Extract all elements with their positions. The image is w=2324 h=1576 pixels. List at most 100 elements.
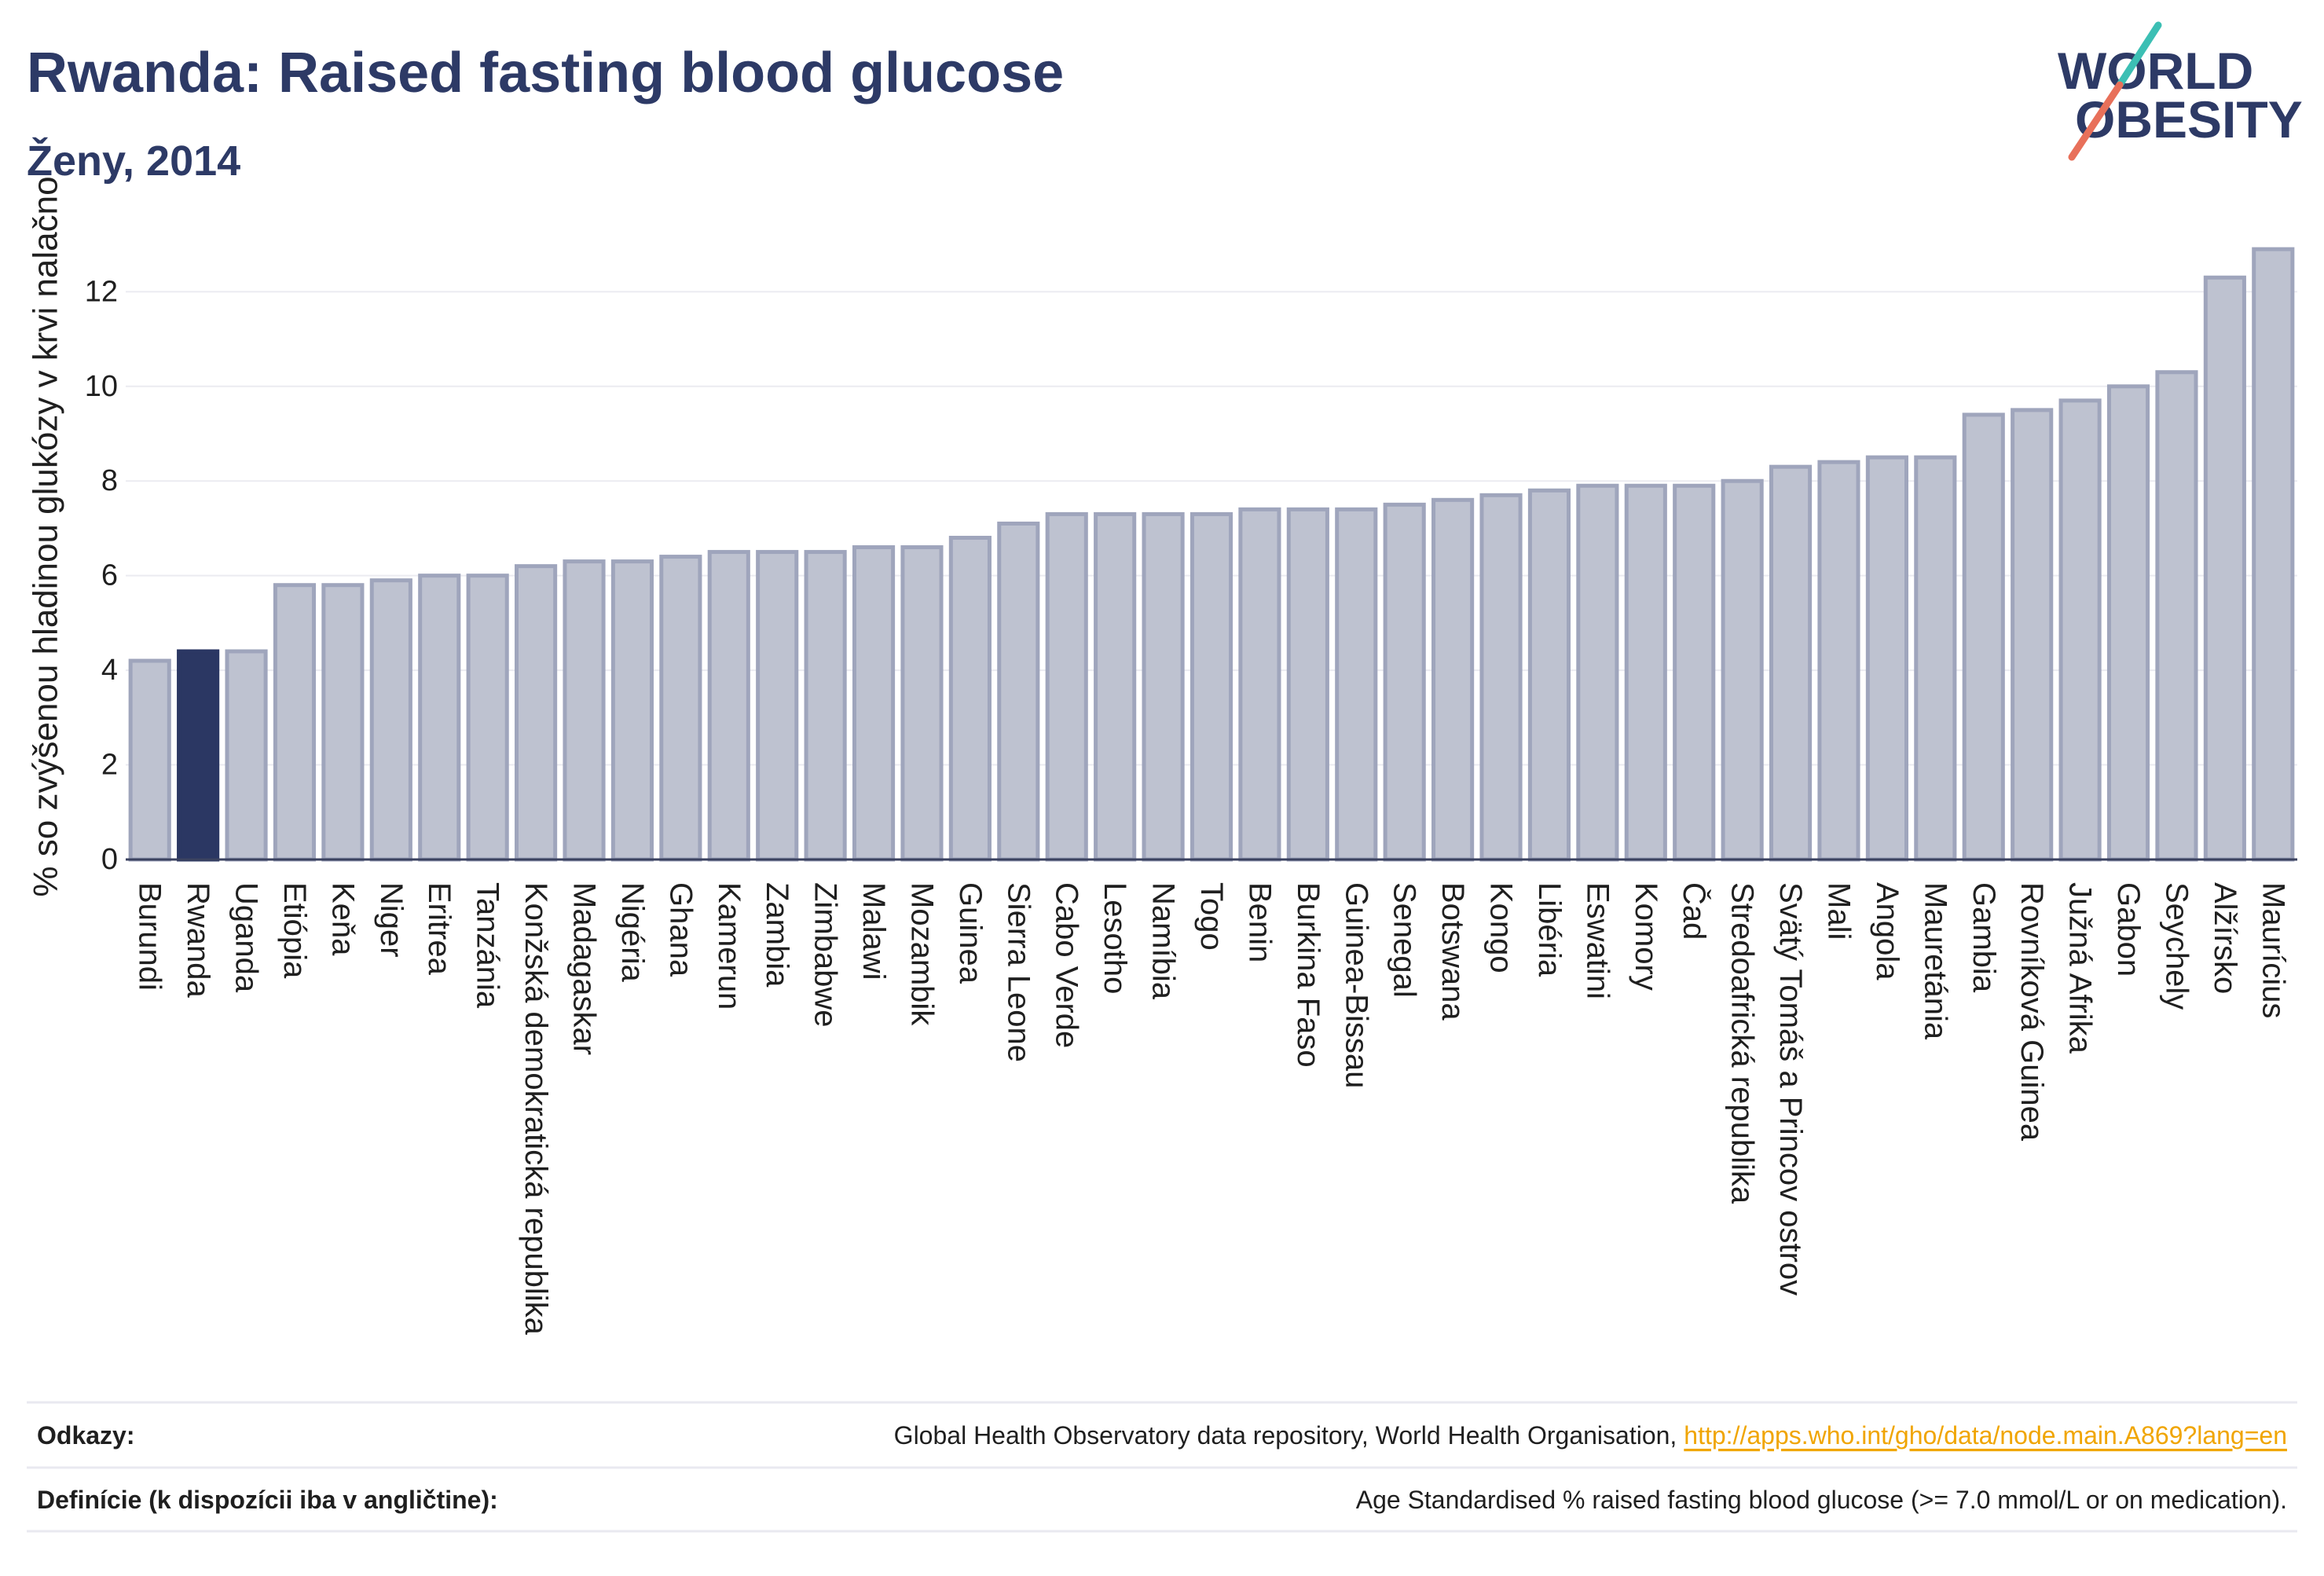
x-tick-label: Stredoafrická republika [1725, 882, 1760, 1204]
x-tick-label: Eswatini [1580, 882, 1615, 999]
bar [466, 574, 509, 862]
bar [1527, 488, 1571, 862]
x-tick-label: Maurícius [2256, 882, 2290, 1018]
bars [128, 247, 2295, 862]
bar [1817, 460, 1860, 862]
bar [1431, 497, 1475, 862]
bar [804, 550, 847, 862]
x-tick-label: Uganda [229, 882, 264, 993]
y-axis-ticks: 0 2 4 6 8 10 12 [85, 275, 118, 876]
definitions-label: Definície (k dispozícii iba v angličtine… [37, 1486, 498, 1514]
x-tick-label: Čad [1677, 882, 1712, 940]
chart-subtitle: Ženy, 2014 [27, 137, 240, 185]
bar [756, 550, 799, 862]
bar [2011, 408, 2054, 862]
bar [225, 649, 268, 862]
world-obesity-logo: WORLD OBESITY [2058, 21, 2303, 161]
bar [1286, 507, 1329, 862]
x-tick-label: Zimbabwe [808, 882, 843, 1028]
references-link[interactable]: http://apps.who.int/gho/data/node.main.A… [1684, 1421, 2287, 1450]
y-tick-label: 6 [101, 559, 118, 592]
x-tick-label: Lesotho [1098, 882, 1132, 994]
bar [1479, 493, 1523, 862]
bar [1383, 502, 1426, 862]
x-tick-label: Konžská demokratická republika [519, 882, 553, 1336]
references-label: Odkazy: [37, 1421, 134, 1450]
bar [1094, 511, 1137, 862]
x-tick-label: Guinea [953, 882, 988, 984]
x-tick-label: Sierra Leone [1001, 882, 1036, 1062]
bar [948, 535, 992, 862]
x-tick-label: Keňa [325, 882, 360, 956]
references-text: Global Health Observatory data repositor… [894, 1421, 2287, 1450]
bar [900, 545, 944, 862]
footer: Odkazy: Global Health Observatory data r… [27, 1401, 2297, 1533]
x-tick-label: Mauretánia [1918, 882, 1952, 1040]
bar [610, 559, 654, 862]
y-tick-label: 4 [101, 654, 118, 687]
logo-slash-bottom [2068, 81, 2124, 161]
y-tick-label: 0 [101, 843, 118, 876]
plot-area: 0 2 4 6 8 10 12 Burundi Rwanda Uganda Etiópia Keňa… [85, 247, 2297, 1336]
x-tick-label: Botswana [1435, 882, 1470, 1021]
x-tick-label: Angola [1870, 882, 1904, 980]
bar [1189, 511, 1233, 862]
bar [1769, 464, 1813, 862]
x-tick-label: Libéria [1532, 882, 1567, 977]
x-tick-label: Komory [1629, 882, 1663, 991]
bar [707, 550, 750, 862]
x-tick-label: Burundi [133, 882, 167, 991]
bar [321, 583, 365, 862]
bar [369, 578, 412, 862]
bar [515, 564, 558, 862]
bar [2058, 398, 2102, 862]
logo-word-world: WORLD [2058, 42, 2253, 100]
bar [1673, 483, 1716, 862]
chart-title: Rwanda: Raised fasting blood glucose [27, 42, 1064, 104]
bar [2203, 275, 2246, 862]
references-source: Global Health Observatory data repositor… [894, 1421, 1677, 1450]
bar [1962, 412, 2005, 862]
bar [852, 545, 896, 862]
x-axis-ticks: Burundi Rwanda Uganda Etiópia Keňa Niger Eritr… [133, 882, 2291, 1336]
x-tick-label: Seychely [2159, 882, 2194, 1010]
definitions-text: Age Standardised % raised fasting blood … [1356, 1486, 2287, 1514]
bar [1721, 478, 1764, 862]
x-tick-label: Namíbia [1146, 882, 1181, 1000]
x-tick-label: Ghana [663, 882, 698, 977]
y-tick-label: 2 [101, 749, 118, 782]
x-tick-label: Svätý Tomáš a Princov ostrov [1773, 882, 1808, 1296]
x-tick-label: Cabo Verde [1050, 882, 1084, 1048]
x-tick-label: Zambia [760, 882, 794, 988]
bar-highlighted [177, 649, 220, 862]
x-tick-label: Niger [374, 882, 409, 958]
x-tick-label: Guinea-Bissau [1339, 882, 1373, 1088]
x-tick-label: Madagaskar [567, 882, 602, 1055]
bar [1335, 507, 1378, 862]
bar [1624, 483, 1667, 862]
bar [1914, 455, 1957, 862]
bar [1045, 511, 1088, 862]
bar [418, 574, 461, 862]
x-tick-label: Mali [1821, 882, 1856, 940]
x-tick-label: Kongo [1484, 882, 1519, 973]
x-tick-label: Gambia [1967, 882, 2001, 993]
bar [1576, 483, 1619, 862]
x-tick-label: Benin [1242, 882, 1277, 962]
bar [273, 583, 317, 862]
bar [1865, 455, 1908, 862]
x-tick-label: Gabon [2111, 882, 2146, 977]
bar [2106, 384, 2150, 862]
x-tick-label: Alžírsko [2208, 882, 2242, 994]
logo-slash-top [2116, 21, 2162, 89]
x-tick-label: Tanzánia [471, 882, 505, 1009]
bar [1142, 511, 1185, 862]
x-tick-label: Eritrea [422, 882, 456, 976]
x-tick-label: Togo [1194, 882, 1229, 951]
x-tick-label: Rovníková Guinea [2014, 882, 2049, 1142]
bar [2155, 370, 2198, 862]
x-tick-label: Etiópia [277, 882, 312, 979]
bar [563, 559, 606, 862]
x-tick-label: Malawi [856, 882, 891, 980]
y-tick-label: 10 [85, 370, 118, 403]
